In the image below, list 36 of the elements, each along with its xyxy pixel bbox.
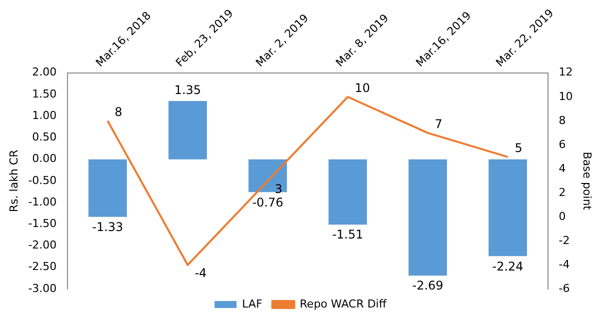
y2-tick-label: -6 bbox=[558, 282, 570, 295]
y2-axis-title: Base point bbox=[580, 152, 594, 211]
data-label: -1.33 bbox=[92, 220, 124, 234]
data-label: 8 bbox=[114, 105, 122, 120]
y-tick-label: 0.50 bbox=[32, 130, 57, 144]
data-label: 10 bbox=[354, 81, 370, 96]
data-label: 7 bbox=[434, 117, 442, 132]
data-label: 1.35 bbox=[174, 83, 202, 98]
y2-tick-label: 2 bbox=[558, 186, 566, 199]
data-label: -0.76 bbox=[252, 195, 284, 210]
y-tick-label: -2.00 bbox=[28, 238, 57, 252]
data-label: -2.69 bbox=[412, 278, 444, 293]
y-tick-label: -2.50 bbox=[28, 260, 57, 274]
y-axis-title: Rs. lakh CR bbox=[7, 149, 20, 212]
data-label: 5 bbox=[514, 141, 522, 156]
y2-tick-label: 0 bbox=[558, 210, 566, 223]
y-tick-label: -1.00 bbox=[28, 195, 57, 208]
legend-label: Repo WACR Diff bbox=[300, 297, 387, 310]
y2-tick-label: 12 bbox=[558, 66, 573, 79]
y2-tick-label: -2 bbox=[558, 234, 570, 247]
data-label: -2.24 bbox=[492, 259, 524, 274]
y2-tick-label: 4 bbox=[558, 162, 566, 175]
legend-label: LAF bbox=[242, 297, 262, 310]
y-tick-label: -3.00 bbox=[28, 282, 57, 295]
y-tick-label: 0.00 bbox=[32, 152, 57, 166]
y-tick-label: -1.50 bbox=[28, 217, 57, 230]
y-tick-label: 1.00 bbox=[32, 108, 57, 122]
data-label: -1.51 bbox=[332, 228, 364, 242]
y2-tick-label: -4 bbox=[558, 258, 570, 271]
y-tick-label: 2.00 bbox=[32, 66, 57, 79]
y-tick-label: -0.50 bbox=[28, 174, 57, 187]
y2-tick-label: 10 bbox=[558, 90, 573, 103]
y-tick-label: 1.50 bbox=[32, 87, 57, 100]
y2-tick-label: 6 bbox=[558, 138, 566, 151]
y2-tick-label: 8 bbox=[558, 114, 566, 127]
data-label: -4 bbox=[194, 266, 207, 280]
